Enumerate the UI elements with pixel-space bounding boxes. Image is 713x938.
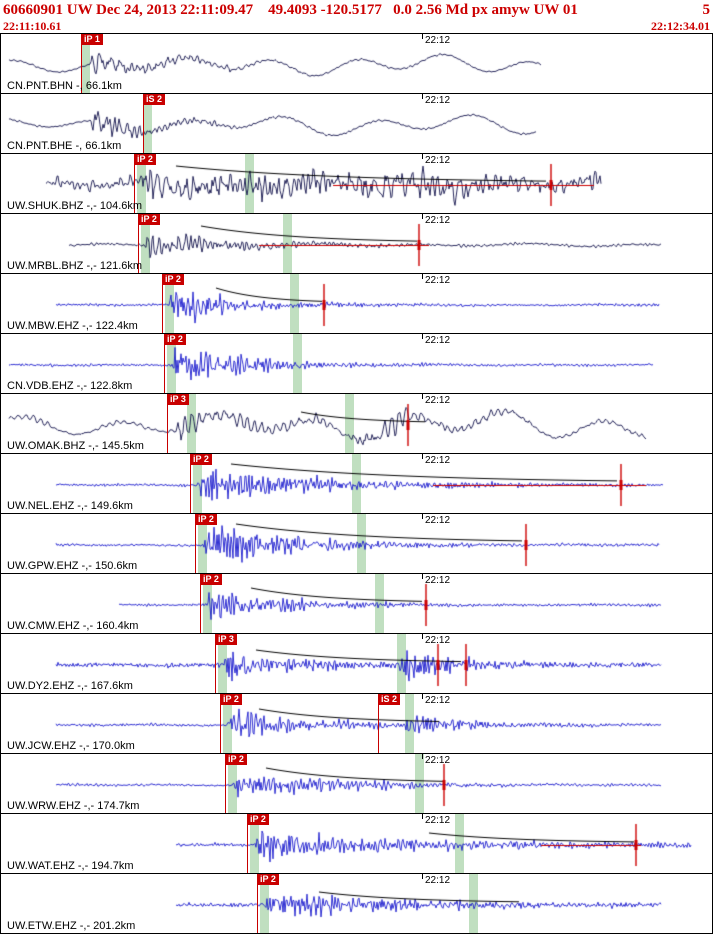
trace-row: iP 2 22:12 UW.NEL.EHZ -,- 149.6km — [1, 454, 712, 514]
station-label: UW.CMW.EHZ -,- 160.4km — [7, 620, 139, 632]
pick-flag[interactable]: iP 2 — [225, 754, 247, 765]
station-label: UW.MRBL.BHZ -,- 121.6km — [7, 260, 143, 272]
event-header: 60660901 UW Dec 24, 2013 22:11:09.47 49.… — [0, 0, 713, 33]
station-label: UW.JCW.EHZ -,- 170.0km — [7, 740, 135, 752]
pick-flag[interactable]: iP 3 — [167, 394, 189, 405]
trace-row: iP 3 22:12 UW.DY2.EHZ -,- 167.6km — [1, 634, 712, 694]
waveform-canvas[interactable] — [1, 394, 712, 453]
minute-tick — [422, 34, 423, 39]
minute-label: 22:12 — [425, 815, 451, 826]
waveform-canvas[interactable] — [1, 274, 712, 333]
trace-row: iP 2 22:12 UW.SHUK.BHZ -,- 104.6km — [1, 154, 712, 214]
waveform-canvas[interactable] — [1, 514, 712, 573]
trace-row: iP 3 22:12 UW.OMAK.BHZ -,- 145.5km — [1, 394, 712, 454]
station-label: UW.SHUK.BHZ -,- 104.6km — [7, 200, 143, 212]
minute-tick — [422, 94, 423, 99]
window-start-time: 22:11:10.61 — [3, 19, 62, 33]
minute-tick — [422, 154, 423, 159]
waveform-canvas[interactable] — [1, 154, 712, 213]
pick-flag[interactable]: iP 1 — [81, 34, 103, 45]
minute-label: 22:12 — [425, 95, 451, 106]
minute-tick — [422, 514, 423, 519]
minute-label: 22:12 — [425, 515, 451, 526]
trace-row: iP 2 22:12 UW.CMW.EHZ -,- 160.4km — [1, 574, 712, 634]
minute-tick — [422, 814, 423, 819]
station-label: UW.OMAK.BHZ -,- 145.5km — [7, 440, 144, 452]
waveform-canvas[interactable] — [1, 634, 712, 693]
minute-label: 22:12 — [425, 275, 451, 286]
trace-row: iP 2 22:12 UW.WAT.EHZ -,- 194.7km — [1, 814, 712, 874]
trace-row: iP 2 22:12 UW.MRBL.BHZ -,- 121.6km — [1, 214, 712, 274]
minute-label: 22:12 — [425, 35, 451, 46]
station-label: UW.MBW.EHZ -,- 122.4km — [7, 320, 138, 332]
window-end-time: 22:12:34.01 — [651, 19, 710, 33]
minute-tick — [422, 694, 423, 699]
minute-label: 22:12 — [425, 155, 451, 166]
minute-label: 22:12 — [425, 635, 451, 646]
minute-label: 22:12 — [425, 335, 451, 346]
trace-row: iP 1 22:12 CN.PNT.BHN -, 66.1km — [1, 34, 712, 94]
trace-row: iP 2 22:12 UW.MBW.EHZ -,- 122.4km — [1, 274, 712, 334]
waveform-canvas[interactable] — [1, 754, 712, 813]
pick-flag[interactable]: iP 2 — [138, 214, 160, 225]
station-label: UW.GPW.EHZ -,- 150.6km — [7, 560, 138, 572]
waveform-canvas[interactable] — [1, 574, 712, 633]
minute-label: 22:12 — [425, 755, 451, 766]
trace-row: iS 2 22:12 CN.PNT.BHE -, 66.1km — [1, 94, 712, 154]
minute-label: 22:12 — [425, 215, 451, 226]
waveform-canvas[interactable] — [1, 334, 712, 393]
station-label: CN.PNT.BHE -, 66.1km — [7, 140, 122, 152]
waveform-canvas[interactable] — [1, 94, 712, 153]
pick-flag[interactable]: iP 2 — [200, 574, 222, 585]
minute-tick — [422, 334, 423, 339]
pick-flag[interactable]: iP 2 — [164, 334, 186, 345]
page-indicator: 5 — [702, 2, 711, 18]
minute-tick — [422, 454, 423, 459]
minute-tick — [422, 754, 423, 759]
station-label: CN.PNT.BHN -, 66.1km — [7, 80, 122, 92]
pick-flag[interactable]: iP 2 — [257, 874, 279, 885]
waveform-canvas[interactable] — [1, 214, 712, 273]
pick-flag[interactable]: iP 2 — [162, 274, 184, 285]
pick-flag[interactable]: iP 3 — [215, 634, 237, 645]
minute-tick — [422, 574, 423, 579]
station-label: UW.NEL.EHZ -,- 149.6km — [7, 500, 133, 512]
trace-row: iP 2 22:12 CN.VDB.EHZ -,- 122.8km — [1, 334, 712, 394]
minute-label: 22:12 — [425, 455, 451, 466]
minute-tick — [422, 274, 423, 279]
minute-label: 22:12 — [425, 695, 451, 706]
trace-list: iP 1 22:12 CN.PNT.BHN -, 66.1km iS 2 22:… — [0, 33, 713, 934]
trace-row: iP 2 22:12 UW.GPW.EHZ -,- 150.6km — [1, 514, 712, 574]
trace-row: iP 2 22:12 UW.ETW.EHZ -,- 201.2km — [1, 874, 712, 934]
station-label: CN.VDB.EHZ -,- 122.8km — [7, 380, 133, 392]
minute-tick — [422, 634, 423, 639]
waveform-canvas[interactable] — [1, 874, 712, 933]
trace-row: iP 2 22:12 UW.WRW.EHZ -,- 174.7km — [1, 754, 712, 814]
waveform-canvas[interactable] — [1, 34, 712, 93]
station-label: UW.ETW.EHZ -,- 201.2km — [7, 920, 136, 932]
minute-label: 22:12 — [425, 395, 451, 406]
minute-label: 22:12 — [425, 575, 451, 586]
minute-label: 22:12 — [425, 875, 451, 886]
pick-flag[interactable]: iP 2 — [220, 694, 242, 705]
pick-flag[interactable]: iS 2 — [378, 694, 401, 705]
minute-tick — [422, 394, 423, 399]
station-label: UW.WRW.EHZ -,- 174.7km — [7, 800, 140, 812]
waveform-canvas[interactable] — [1, 814, 712, 873]
pick-flag[interactable]: iP 2 — [195, 514, 217, 525]
pick-flag[interactable]: iP 2 — [134, 154, 156, 165]
station-label: UW.DY2.EHZ -,- 167.6km — [7, 680, 133, 692]
trace-row: iP 2 iS 2 22:12 UW.JCW.EHZ -,- 170.0km — [1, 694, 712, 754]
minute-tick — [422, 214, 423, 219]
waveform-canvas[interactable] — [1, 454, 712, 513]
station-label: UW.WAT.EHZ -,- 194.7km — [7, 860, 134, 872]
minute-tick — [422, 874, 423, 879]
pick-flag[interactable]: iS 2 — [143, 94, 166, 105]
waveform-canvas[interactable] — [1, 694, 712, 753]
pick-flag[interactable]: iP 2 — [190, 454, 212, 465]
event-summary: 60660901 UW Dec 24, 2013 22:11:09.47 49.… — [3, 2, 578, 18]
pick-flag[interactable]: iP 2 — [247, 814, 269, 825]
